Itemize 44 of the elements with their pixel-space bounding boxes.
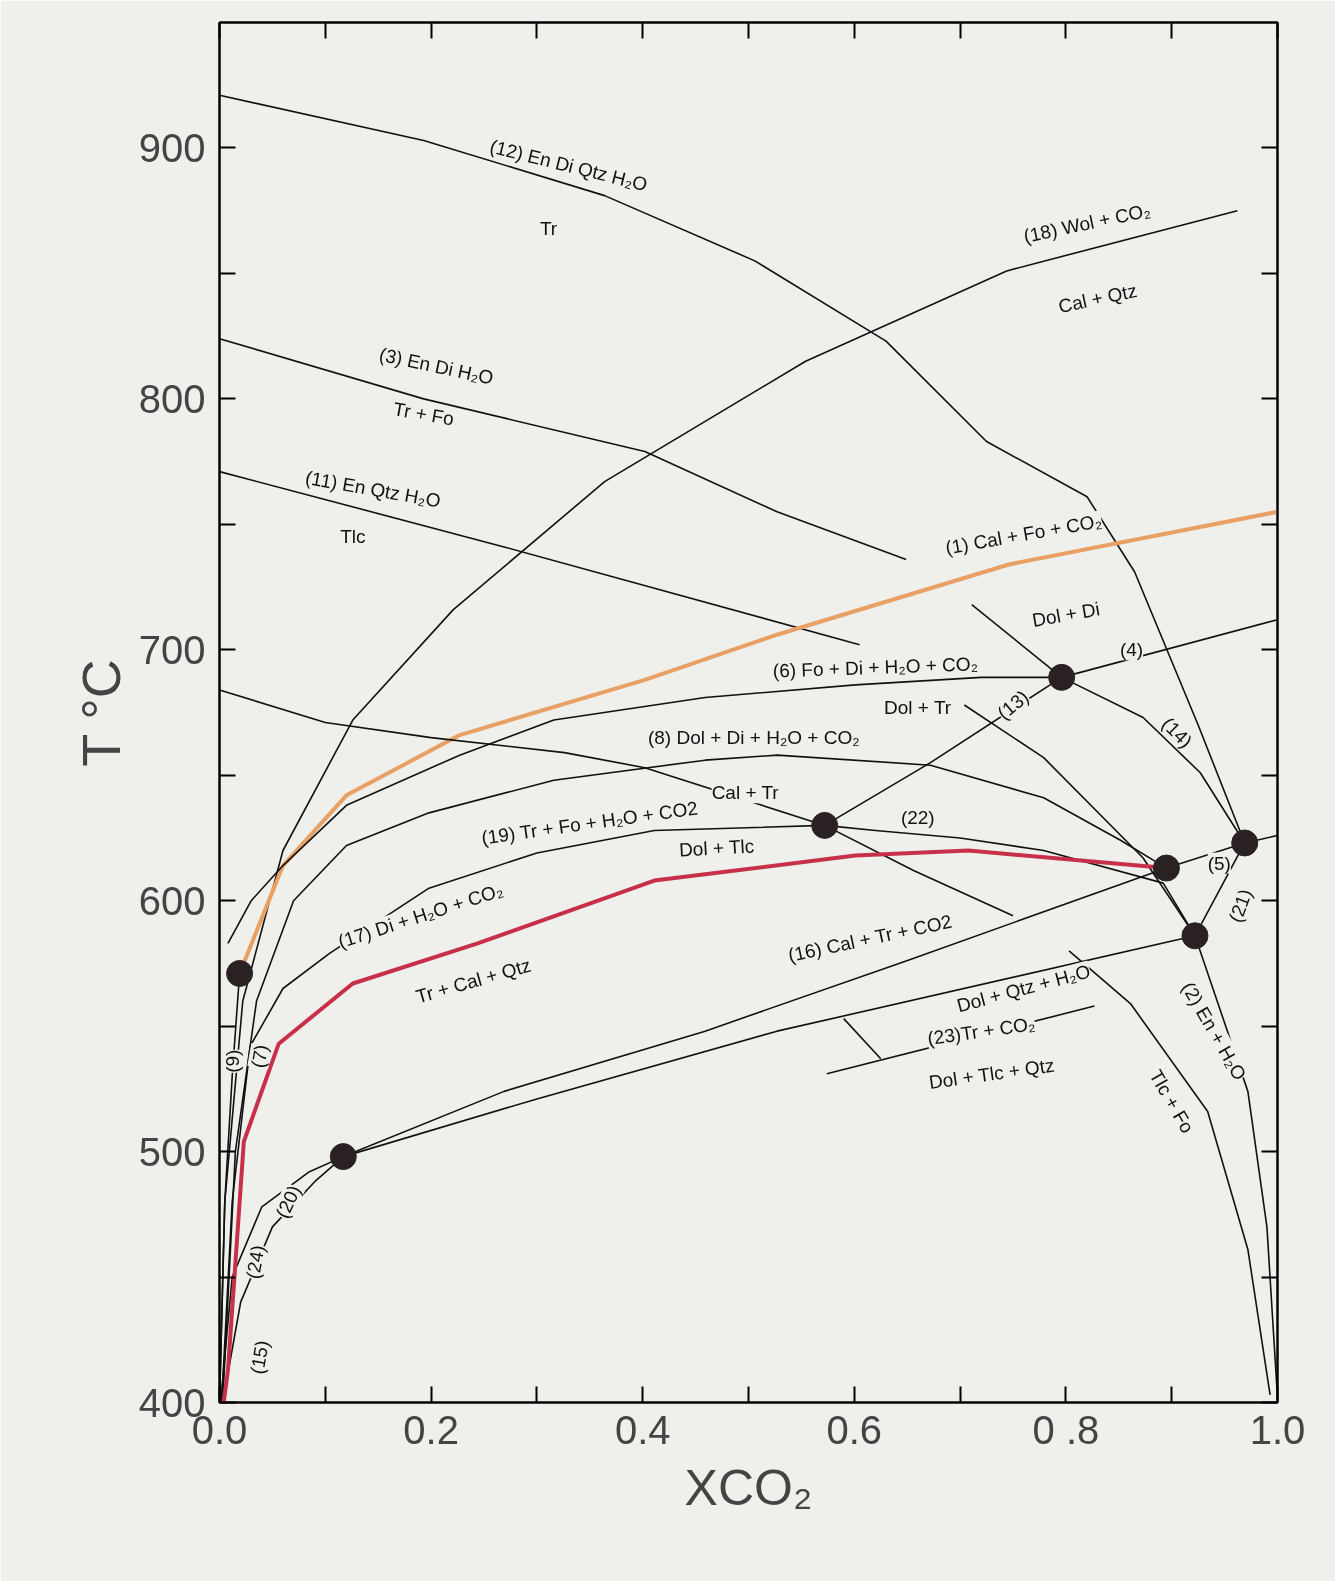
annotation: (16) Cal + Tr + CO2 <box>786 910 954 966</box>
x-axis-title: XCO₂ <box>684 1459 813 1516</box>
x-tick-label: 0.4 <box>614 1407 671 1452</box>
annotation: Cal + Tr <box>711 782 780 804</box>
annotation: (23)Tr + CO₂ <box>926 1013 1037 1050</box>
annotation: (21) <box>1224 886 1257 926</box>
annotation: (20) <box>271 1182 305 1222</box>
annotation: (14) <box>1157 713 1197 752</box>
x-tick-label: 1.0 <box>1249 1407 1306 1452</box>
annotation: (8) Dol + Di + H₂O + CO₂ <box>647 727 860 749</box>
annotation: Cal + Qtz <box>1056 279 1139 318</box>
annotation: (5) <box>1207 852 1231 874</box>
annotation: (1) Cal + Fo + CO₂ <box>943 510 1104 559</box>
annotation: Dol + Tlc + Qtz <box>927 1054 1056 1094</box>
annotation: (13) <box>993 686 1033 724</box>
x-tick-label: 0 .8 <box>1032 1407 1100 1452</box>
annotation: Tlc <box>340 526 366 548</box>
annotation: (7) <box>247 1042 273 1070</box>
y-tick-label: 800 <box>138 376 206 421</box>
y-tick-label: 900 <box>138 125 206 170</box>
annotation: Dol + Tr <box>884 696 952 718</box>
annotation: (6) Fo + Di + H₂O + CO₂ <box>772 653 979 682</box>
annotation: (11) En Qtz H₂O <box>303 466 443 512</box>
annotation: (9) <box>221 1049 243 1073</box>
y-tick-label: 600 <box>138 878 206 923</box>
annotation: Tr <box>539 217 558 239</box>
annotation: (4) <box>1119 639 1144 661</box>
y-axis-title: T °C <box>70 659 131 767</box>
annotation: (22) <box>900 807 935 829</box>
annotation: Dol + Tlc <box>678 835 755 861</box>
annotation: Tr + Cal + Qtz <box>413 954 534 1008</box>
annotation: (3) En Di H₂O <box>377 343 496 389</box>
annotation: (15) <box>246 1338 273 1376</box>
annotation: (24) <box>242 1243 269 1281</box>
annotation: Tr + Fo <box>391 398 456 430</box>
y-tick-label: 500 <box>138 1129 206 1174</box>
annotation: (12) En Di Qtz H₂O <box>487 135 650 196</box>
annotation: (17) Di + H₂O + CO₂ <box>335 879 506 953</box>
annotation: (18) Wol + CO₂ <box>1021 199 1153 247</box>
annotation: Dol + Qtz + H₂O <box>954 960 1093 1017</box>
annotation: Dol + Di <box>1030 598 1102 631</box>
x-tick-label: 0.2 <box>403 1407 459 1452</box>
x-tick-label: 0.6 <box>826 1407 883 1452</box>
y-tick-label: 700 <box>138 627 206 672</box>
